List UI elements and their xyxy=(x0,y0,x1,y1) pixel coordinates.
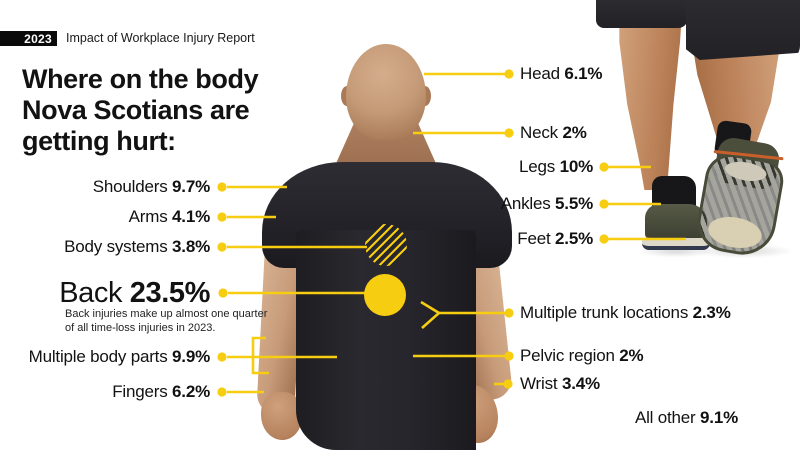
left-shoe-sole xyxy=(642,238,710,250)
back-marker xyxy=(364,274,406,316)
label-all-other: All other 9.1% xyxy=(634,408,738,427)
page-title: Where on the body Nova Scotians are gett… xyxy=(22,64,259,157)
back-note-line1: Back injuries make up almost one quarter xyxy=(65,308,268,320)
label-fingers: Fingers 6.2% xyxy=(112,382,210,401)
left-leg xyxy=(619,0,683,190)
page-title-line2: Nova Scotians are xyxy=(22,95,250,125)
tshirt-torso xyxy=(296,230,476,450)
label-pelvic-region: Pelvic region 2% xyxy=(520,346,644,365)
back-note-line2: of all time-loss injuries in 2023. xyxy=(65,322,216,334)
label-wrist: Wrist 3.4% xyxy=(520,374,600,393)
label-neck: Neck 2% xyxy=(520,123,587,142)
label-multiple-body-parts: Multiple body parts 9.9% xyxy=(28,347,211,366)
head-shape xyxy=(346,44,426,140)
page-title-line3: getting hurt: xyxy=(22,126,176,156)
label-multiple-trunk: Multiple trunk locations 2.3% xyxy=(520,303,731,322)
right-shoe-lifted xyxy=(689,133,794,262)
page-title-line1: Where on the body xyxy=(22,64,259,94)
shorts-right-hem xyxy=(686,0,800,60)
label-arms: Arms 4.1% xyxy=(128,207,211,226)
shorts-left-hem xyxy=(596,0,688,28)
label-legs: Legs 10% xyxy=(518,157,593,176)
legs-photo xyxy=(590,0,800,262)
label-feet: Feet 2.5% xyxy=(517,229,593,248)
left-hand xyxy=(261,392,302,440)
label-body-systems: Body systems 3.8% xyxy=(64,237,210,256)
body-systems-marker xyxy=(365,224,407,266)
left-shoe-shadow xyxy=(638,246,714,257)
label-back: Back 23.5% xyxy=(59,277,210,309)
back-note: Back injuries make up almost one quarter… xyxy=(65,307,267,335)
label-ankles: Ankles 5.5% xyxy=(500,194,594,213)
label-shoulders: Shoulders 9.7% xyxy=(92,177,210,196)
report-title: Impact of Workplace Injury Report xyxy=(66,31,255,45)
label-head: Head 6.1% xyxy=(520,64,603,83)
year-badge: 2023 xyxy=(0,31,57,46)
